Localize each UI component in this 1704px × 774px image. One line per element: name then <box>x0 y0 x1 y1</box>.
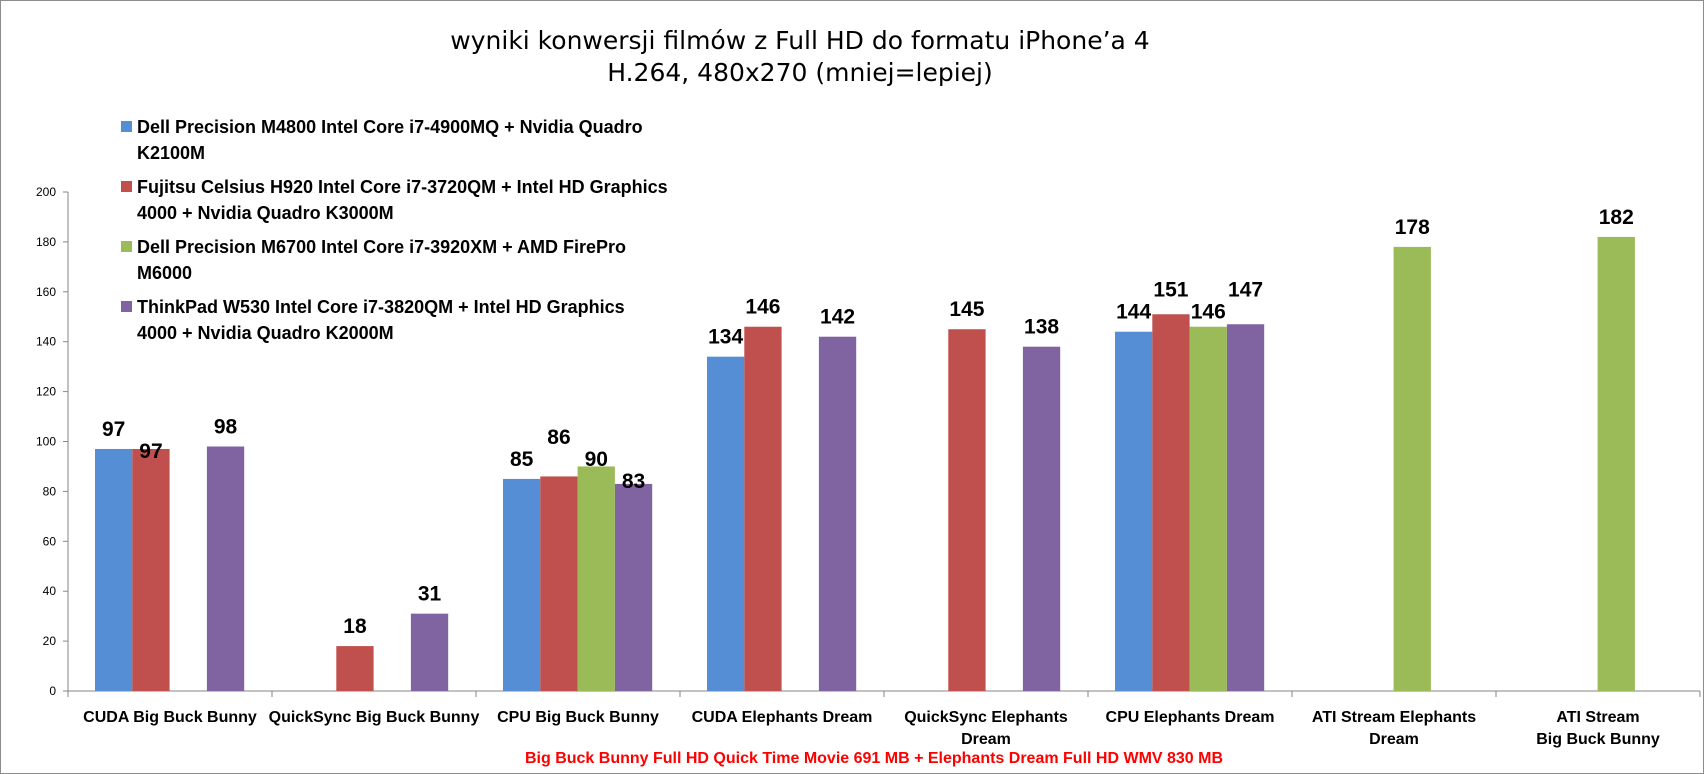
bar <box>1115 331 1153 691</box>
value-label: 146 <box>745 296 780 319</box>
category-label: QuickSync Big Buck Bunny <box>269 709 480 726</box>
legend: Dell Precision M4800 Intel Core i7-4900M… <box>121 117 668 343</box>
category-label: Dream <box>1369 731 1419 748</box>
y-tick-label: 0 <box>49 684 56 698</box>
value-label: 147 <box>1228 279 1263 302</box>
legend-label: 4000 + Nvidia Quadro K3000M <box>137 203 394 223</box>
bar <box>1189 326 1227 691</box>
bar <box>744 326 782 691</box>
category-label: CPU Elephants Dream <box>1106 709 1275 726</box>
bar <box>1022 346 1061 691</box>
y-tick-label: 140 <box>36 335 56 349</box>
y-tick-label: 100 <box>36 435 56 449</box>
bar <box>614 483 653 691</box>
y-tick-label: 180 <box>36 235 56 249</box>
category-label: ATI Stream <box>1556 709 1639 726</box>
value-label: 142 <box>820 306 855 329</box>
y-tick-label: 120 <box>36 385 56 399</box>
y-tick-label: 160 <box>36 285 56 299</box>
value-label: 134 <box>708 326 743 349</box>
bar <box>1597 236 1635 691</box>
chart-footnote: Big Buck Bunny Full HD Quick Time Movie … <box>525 750 1223 767</box>
bar <box>540 476 578 691</box>
bar <box>336 646 374 691</box>
y-tick-label: 80 <box>43 484 57 498</box>
bar <box>577 466 615 691</box>
value-label: 97 <box>102 418 125 441</box>
legend-label: K2100M <box>137 143 205 163</box>
category-label: Big Buck Bunny <box>1536 731 1660 748</box>
value-label: 31 <box>418 583 442 606</box>
bar <box>1152 314 1190 691</box>
value-label: 97 <box>139 440 162 463</box>
bar <box>1393 246 1431 691</box>
value-label: 144 <box>1116 301 1151 324</box>
value-label: 18 <box>343 615 367 638</box>
legend-label: Fujitsu Celsius H920 Intel Core i7-3720Q… <box>137 177 668 197</box>
category-label: ATI Stream Elephants <box>1312 709 1476 726</box>
category-label: CUDA Big Buck Bunny <box>83 709 257 726</box>
value-label: 85 <box>510 448 534 471</box>
legend-swatch <box>121 301 132 312</box>
bar <box>206 446 245 691</box>
value-label: 138 <box>1024 316 1059 339</box>
category-label: Dream <box>961 731 1011 748</box>
bar <box>410 613 449 691</box>
chart-title: wyniki konwersji filmów z Full HD do for… <box>450 26 1149 55</box>
bar <box>1226 324 1265 691</box>
bar <box>948 329 986 691</box>
legend-swatch <box>121 181 132 192</box>
legend-label: ThinkPad W530 Intel Core i7-3820QM + Int… <box>137 297 625 317</box>
legend-label: M6000 <box>137 263 192 283</box>
legend-label: Dell Precision M4800 Intel Core i7-4900M… <box>137 117 643 137</box>
value-label: 151 <box>1153 279 1188 302</box>
value-label: 86 <box>547 426 570 449</box>
chart-subtitle: H.264, 480x270 (mniej=lepiej) <box>607 58 993 87</box>
bar <box>707 356 745 691</box>
y-tick-label: 40 <box>43 584 57 598</box>
axes: 0 20 40 60 80 100 120 140 160 180 200 CUDA Big Buck… <box>36 185 1701 748</box>
value-label: 145 <box>949 298 984 321</box>
value-label: 98 <box>214 415 238 438</box>
legend-label: 4000 + Nvidia Quadro K2000M <box>137 323 394 343</box>
category-label: CUDA Elephants Dream <box>692 709 873 726</box>
legend-swatch <box>121 121 132 132</box>
y-tick-label: 20 <box>43 634 57 648</box>
bar <box>95 448 133 691</box>
bar <box>503 478 541 691</box>
value-label: 182 <box>1599 206 1634 229</box>
value-label: 90 <box>585 448 608 471</box>
legend-label: Dell Precision M6700 Intel Core i7-3920X… <box>137 237 626 257</box>
legend-swatch <box>121 241 132 252</box>
bar <box>132 448 170 691</box>
value-label: 146 <box>1191 301 1226 324</box>
bar <box>818 336 857 691</box>
y-tick-label: 60 <box>43 534 57 548</box>
bars <box>95 236 1635 691</box>
value-label: 178 <box>1395 216 1430 239</box>
category-label: CPU Big Buck Bunny <box>497 709 659 726</box>
y-tick-label: 200 <box>36 185 56 199</box>
category-label: QuickSync Elephants <box>904 709 1068 726</box>
value-label: 83 <box>622 470 645 493</box>
